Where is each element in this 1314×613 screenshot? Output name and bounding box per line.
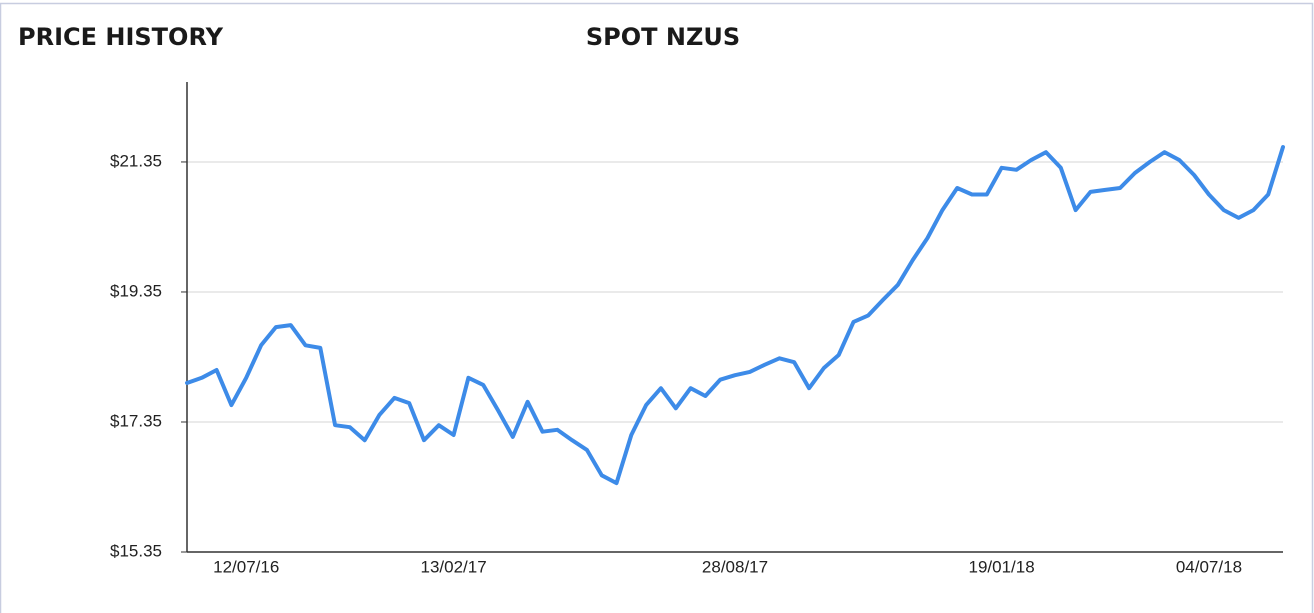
x-tick-label: 04/07/18 <box>1176 557 1242 576</box>
y-tick-label: $17.35 <box>110 411 162 430</box>
price-line <box>185 145 1285 486</box>
y-tick-label: $21.35 <box>110 151 162 170</box>
y-tick-label: $19.35 <box>110 281 162 300</box>
x-tick-label: 12/07/16 <box>213 557 279 576</box>
x-tick-label: 13/02/17 <box>421 557 487 576</box>
x-tick-label: 19/01/18 <box>969 557 1035 576</box>
y-tick-label: $15.35 <box>110 541 162 560</box>
chart-title: SPOT NZUS <box>586 23 740 51</box>
panel-title: PRICE HISTORY <box>18 23 224 51</box>
x-tick-label: 28/08/17 <box>702 557 768 576</box>
